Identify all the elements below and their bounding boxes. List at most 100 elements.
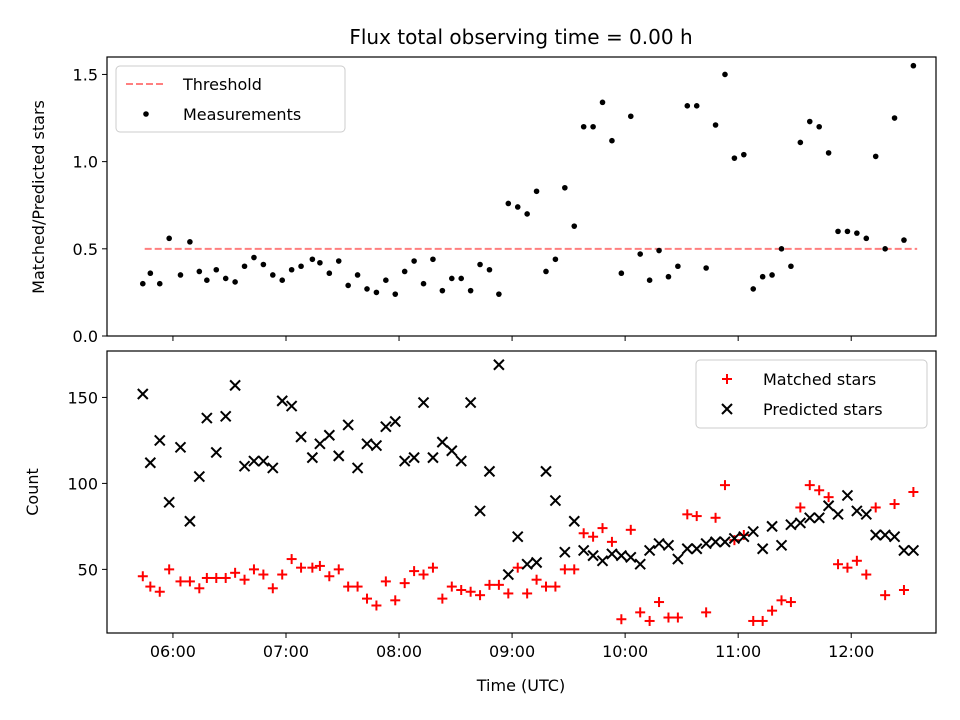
predicted-star-point [888, 531, 901, 543]
predicted-star-point [351, 462, 364, 474]
predicted-star-point [530, 556, 543, 569]
matched-star-point [522, 588, 533, 599]
measurement-point [637, 251, 643, 257]
measurement-point [571, 223, 578, 229]
x-tick-label: 12:00 [828, 642, 874, 661]
matched-star-point [175, 576, 186, 587]
measurement-point [505, 200, 512, 207]
predicted-star-point [512, 531, 524, 543]
measurement-point [590, 123, 596, 130]
measurement-point [778, 246, 785, 252]
predicted-star-point [436, 436, 449, 448]
measurement-point [646, 277, 653, 284]
x-tick-label: 06:00 [150, 642, 196, 661]
measurement-point [627, 113, 634, 120]
predicted-star-point [775, 539, 788, 552]
measurement-point [759, 273, 766, 280]
matched-star-point [654, 597, 665, 608]
predicted-star-point [756, 543, 769, 555]
predicted-star-point [662, 539, 675, 552]
predicted-star-point [333, 450, 345, 462]
predicted-star-point [137, 388, 149, 400]
x-axis-label: Time (UTC) [476, 676, 565, 695]
matched-star-point [493, 579, 504, 590]
measurement-point [364, 286, 370, 292]
matched-star-point [814, 485, 825, 496]
matched-star-point [898, 585, 909, 596]
predicted-star-point [483, 465, 496, 478]
matched-star-point [324, 571, 335, 582]
measurement-point [863, 235, 870, 242]
predicted-star-point [672, 553, 684, 565]
predicted-star-point [907, 544, 920, 557]
predicted-star-point [596, 555, 609, 567]
predicted-star-point [276, 395, 288, 407]
matched-star-point [333, 564, 344, 575]
matched-star-point [475, 590, 486, 601]
matched-star-point [456, 585, 467, 596]
matched-star-point [248, 564, 259, 575]
predicted-star-point [219, 410, 232, 423]
matched-star-point [154, 586, 165, 597]
ratio-y-tick-label: 0.0 [73, 327, 98, 346]
measurement-point [788, 263, 794, 270]
matched-star-point [823, 492, 834, 503]
matched-star-point [446, 581, 457, 592]
measurement-point [326, 270, 333, 277]
x-tick-label: 08:00 [376, 642, 422, 661]
measurement-point [335, 258, 342, 264]
matched-star-point [427, 562, 438, 573]
predicted-star-point [210, 446, 222, 459]
measurement-point [439, 287, 446, 294]
predicted-star-point [238, 460, 251, 472]
predicted-star-point [361, 438, 373, 450]
measurement-point [147, 270, 154, 277]
predicted-star-point [474, 505, 486, 517]
measurement-point [448, 275, 455, 282]
ratio-y-axis-label: Matched/Predicted stars [29, 100, 48, 294]
predicted-star-point [295, 431, 307, 443]
matched-star-point [540, 581, 551, 592]
predicted-star-point [380, 420, 392, 433]
matched-star-point [258, 569, 269, 580]
measurement-point [910, 62, 917, 69]
predicted-star-point [464, 396, 477, 409]
predicted-star-point [709, 536, 722, 548]
measurement-point [477, 261, 483, 268]
measurement-point [309, 256, 316, 263]
matched-star-point [588, 531, 599, 542]
predicted-star-point [248, 455, 260, 467]
predicted-star-point [314, 438, 326, 450]
measurement-point [196, 268, 203, 275]
matched-star-point [597, 523, 608, 534]
matched-star-point [296, 562, 307, 573]
predicted-star-point [144, 457, 157, 469]
matched-star-point [804, 480, 815, 491]
matched-star-point [870, 502, 881, 513]
measurement-point [139, 280, 146, 287]
matched-star-point [691, 511, 702, 522]
measurement-point [524, 211, 530, 217]
measurement-point [675, 263, 681, 270]
matched-star-point [380, 576, 391, 587]
predicted-legend-marker [721, 403, 733, 415]
measurement-point [401, 268, 408, 275]
predicted-star-point [832, 508, 844, 521]
matched-star-point [663, 612, 674, 623]
predicted-star-point [389, 415, 401, 428]
matched-star-point [738, 529, 749, 540]
matched-star-point [795, 502, 806, 513]
measurement-point [222, 275, 229, 282]
matched-star-point [776, 595, 787, 606]
predicted-star-point [568, 515, 580, 527]
count-y-tick-label: 100 [67, 474, 98, 493]
matched-star-point [559, 564, 570, 575]
matched-star-point [314, 560, 325, 571]
ratio-axes-frame [106, 56, 937, 337]
matched-star-point [343, 581, 354, 592]
matched-star-point [286, 554, 297, 565]
count-y-ticks: 50 100 150 [67, 388, 107, 579]
count-panel: 50 100 150 06:00 07:00 08:00 09:00 10:00 11:00 1… [23, 350, 937, 695]
measurement-point [609, 137, 615, 144]
count-y-tick-label: 50 [78, 560, 98, 579]
